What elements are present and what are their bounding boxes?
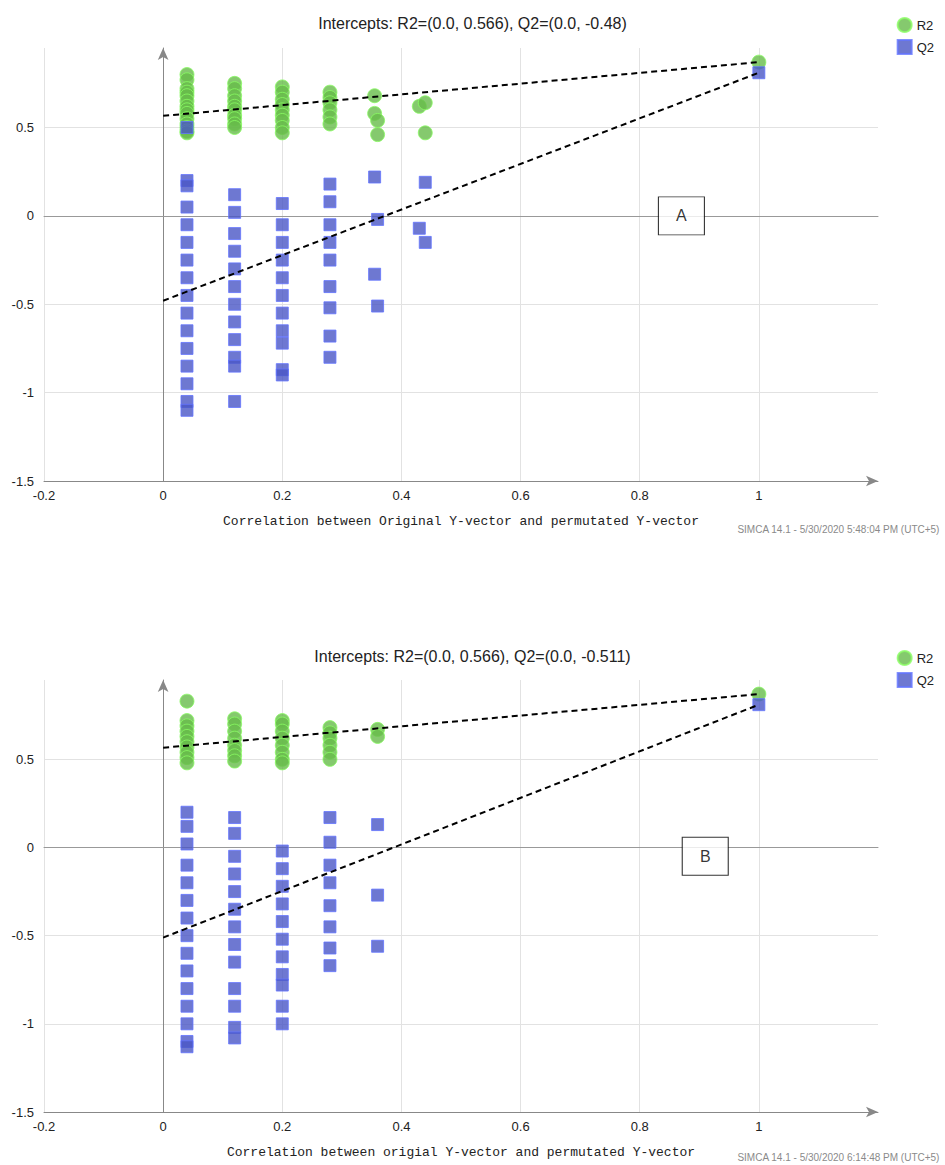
svg-text:B: B — [700, 848, 711, 865]
svg-text:-1.5: -1.5 — [12, 1105, 34, 1120]
svg-text:Q2: Q2 — [917, 673, 934, 688]
svg-text:Correlation between origial Y-: Correlation between origial Y-vector and… — [227, 1145, 695, 1160]
svg-text:0.2: 0.2 — [273, 488, 291, 503]
svg-text:R2: R2 — [917, 651, 934, 666]
svg-text:1: 1 — [755, 1119, 762, 1134]
svg-text:-1.5: -1.5 — [12, 474, 34, 489]
svg-text:0.2: 0.2 — [273, 1119, 291, 1134]
svg-text:R2: R2 — [917, 18, 934, 33]
svg-text:-1: -1 — [22, 385, 34, 400]
svg-text:0.6: 0.6 — [512, 1119, 530, 1134]
svg-text:-0.2: -0.2 — [33, 488, 55, 503]
svg-text:Correlation between Original Y: Correlation between Original Y-vector an… — [223, 514, 699, 529]
svg-text:A: A — [676, 207, 687, 224]
svg-text:0: 0 — [160, 488, 167, 503]
svg-text:Q2: Q2 — [917, 40, 934, 55]
svg-text:Intercepts: R2=(0.0, 0.566), Q: Intercepts: R2=(0.0, 0.566), Q2=(0.0, -0… — [314, 648, 630, 665]
svg-text:0.6: 0.6 — [512, 488, 530, 503]
svg-text:0.8: 0.8 — [631, 488, 649, 503]
svg-text:-0.5: -0.5 — [12, 928, 34, 943]
svg-text:-1: -1 — [22, 1016, 34, 1031]
svg-text:-0.5: -0.5 — [12, 297, 34, 312]
svg-text:-0.2: -0.2 — [33, 1119, 55, 1134]
svg-text:SIMCA 14.1 - 5/30/2020 6:14:48: SIMCA 14.1 - 5/30/2020 6:14:48 PM (UTC+5… — [737, 1152, 939, 1163]
svg-text:0: 0 — [27, 208, 34, 223]
svg-text:1: 1 — [755, 488, 762, 503]
svg-text:0.8: 0.8 — [631, 1119, 649, 1134]
svg-text:0: 0 — [160, 1119, 167, 1134]
svg-text:0: 0 — [27, 840, 34, 855]
svg-text:Intercepts: R2=(0.0, 0.566), Q: Intercepts: R2=(0.0, 0.566), Q2=(0.0, -0… — [318, 15, 627, 32]
svg-text:0.5: 0.5 — [16, 752, 34, 767]
svg-text:0.5: 0.5 — [16, 120, 34, 135]
svg-text:SIMCA 14.1 - 5/30/2020 5:48:04: SIMCA 14.1 - 5/30/2020 5:48:04 PM (UTC+5… — [737, 524, 939, 535]
svg-text:0.4: 0.4 — [392, 488, 410, 503]
svg-text:0.4: 0.4 — [392, 1119, 410, 1134]
